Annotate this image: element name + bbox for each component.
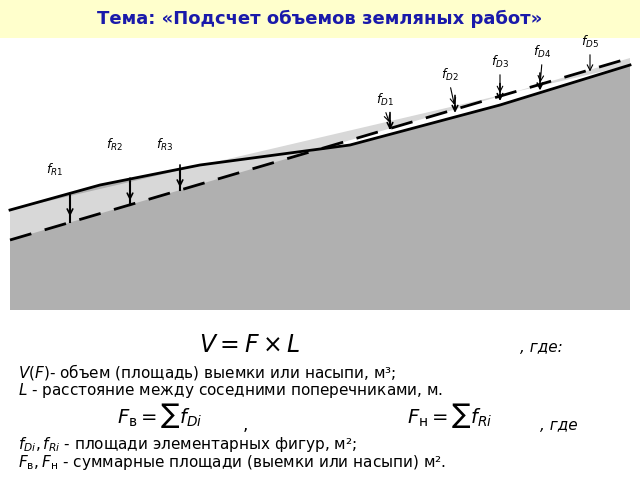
Bar <box>0 0 640 38</box>
Text: , где: , где <box>540 418 578 432</box>
Text: $f_{D1}$: $f_{D1}$ <box>376 92 394 108</box>
Text: $V(F)$- объем (площадь) выемки или насыпи, м³;: $V(F)$- объем (площадь) выемки или насып… <box>18 362 396 382</box>
Text: $f_{R2}$: $f_{R2}$ <box>106 137 124 153</box>
Polygon shape <box>10 93 513 240</box>
Text: $f_{D3}$: $f_{D3}$ <box>491 54 509 70</box>
Text: $f_{D4}$: $f_{D4}$ <box>533 44 551 60</box>
Text: $L$ - расстояние между соседними поперечниками, м.: $L$ - расстояние между соседними попереч… <box>18 381 444 399</box>
Text: $f_{R1}$: $f_{R1}$ <box>46 162 63 178</box>
Text: $f_{D5}$: $f_{D5}$ <box>581 34 599 50</box>
Text: $f_{R3}$: $f_{R3}$ <box>156 137 173 153</box>
Text: $F_{\rm в}, F_{\rm н}$ - суммарные площади (выемки или насыпи) м².: $F_{\rm в}, F_{\rm н}$ - суммарные площа… <box>18 454 446 472</box>
Text: $f_{Di}, f_{Ri}$ - площади элементарных фигур, м²;: $f_{Di}, f_{Ri}$ - площади элементарных … <box>18 435 356 455</box>
Polygon shape <box>513 58 630 93</box>
Polygon shape <box>10 65 630 310</box>
Text: $V = F \times L$: $V = F \times L$ <box>199 333 301 357</box>
Text: , где:: , где: <box>520 340 563 356</box>
Text: $f_{D2}$: $f_{D2}$ <box>441 67 459 83</box>
Text: $F_{\rm в} = \sum f_{Di}$: $F_{\rm в} = \sum f_{Di}$ <box>117 400 203 430</box>
Text: ,: , <box>243 416 248 434</box>
Text: $F_{\rm н} = \sum f_{Ri}$: $F_{\rm н} = \sum f_{Ri}$ <box>408 400 493 430</box>
Text: Тема: «Подсчет объемов земляных работ»: Тема: «Подсчет объемов земляных работ» <box>97 10 543 28</box>
